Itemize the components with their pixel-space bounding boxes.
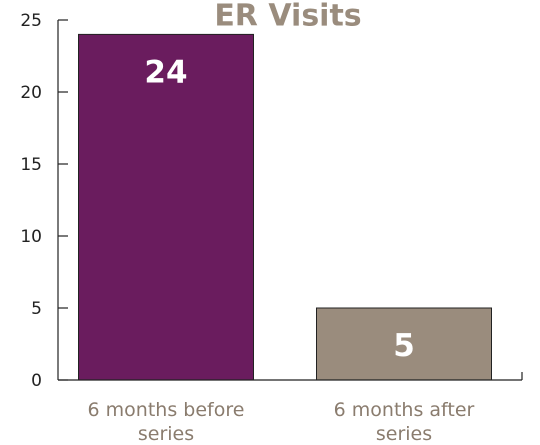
data-label: 5 — [393, 328, 415, 364]
y-tick-label: 25 — [20, 11, 42, 31]
chart-title: ER Visits — [214, 0, 361, 34]
y-tick-label: 10 — [20, 227, 42, 247]
y-tick-label: 0 — [31, 371, 42, 391]
bar — [316, 307, 492, 381]
x-tick-label-line: series — [138, 423, 194, 445]
x-tick-label-line: 6 months after — [334, 399, 475, 421]
x-tick-label-line: 6 months before — [88, 399, 245, 421]
y-tick-label: 5 — [31, 299, 42, 319]
y-tick-label: 20 — [20, 83, 42, 103]
y-axis: 0 5 10 15 20 25 — [20, 11, 68, 391]
x-tick-label: 6 months after series — [334, 399, 475, 445]
x-tick-label: 6 months before series — [88, 399, 245, 445]
x-tick-label-line: series — [376, 423, 432, 445]
bars: 24 5 — [78, 33, 492, 381]
data-label: 24 — [144, 54, 187, 90]
y-tick-label: 15 — [20, 155, 42, 175]
